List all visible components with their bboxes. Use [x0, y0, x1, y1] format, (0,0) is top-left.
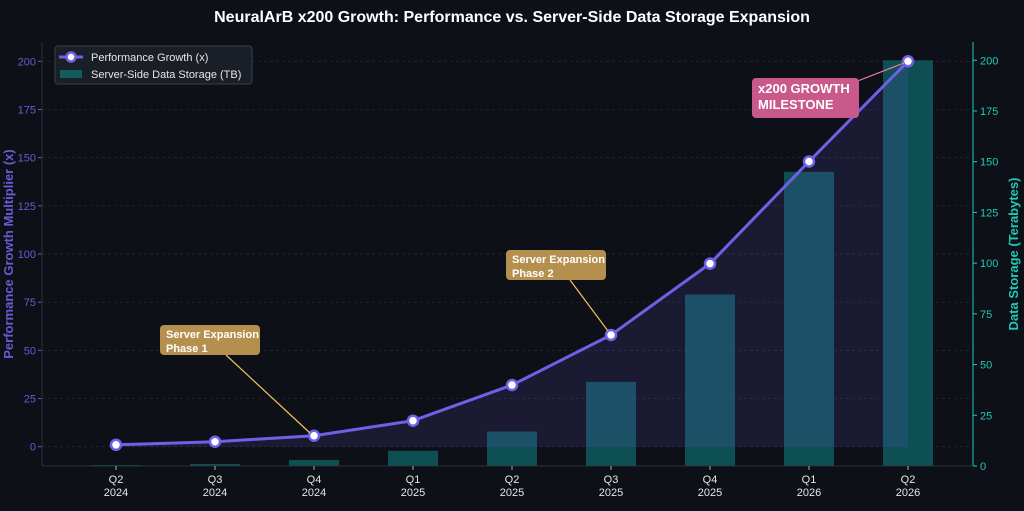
- tick-label-right: 0: [980, 461, 986, 473]
- tick-label-right: 75: [980, 309, 992, 321]
- data-point: [406, 414, 420, 427]
- tick-label-left: 175: [18, 104, 36, 116]
- annotation-box: [506, 250, 606, 280]
- data-point: [604, 328, 618, 342]
- tick-label-right: 100: [980, 258, 998, 270]
- tick-label-left: 25: [24, 394, 36, 406]
- tick-label-x: Q2: [901, 474, 916, 486]
- chart-title: NeuralArB x200 Growth: Performance vs. S…: [214, 9, 810, 26]
- bar: [289, 459, 339, 466]
- legend-marker: [65, 51, 77, 63]
- tick-label-left: 50: [24, 345, 36, 357]
- tick-label-x: 2025: [500, 487, 524, 499]
- annotation-text: x200 GROWTH: [758, 81, 850, 96]
- annotation-box: [160, 325, 260, 355]
- bar: [784, 171, 834, 466]
- tick-label-right: 175: [980, 106, 998, 118]
- bar: [388, 450, 438, 466]
- tick-label-left: 150: [18, 153, 36, 165]
- tick-label-x: 2024: [104, 487, 128, 499]
- data-point: [307, 429, 321, 442]
- tick-label-x: 2024: [302, 487, 326, 499]
- tick-label-x: Q1: [406, 474, 421, 486]
- tick-label-x: Q2: [109, 474, 124, 486]
- tick-label-x: Q4: [703, 474, 718, 486]
- annotation-text: Server Expansion: [512, 254, 605, 266]
- tick-label-left: 200: [18, 56, 36, 68]
- y-axis-right-label: Data Storage (Terabytes): [1006, 178, 1021, 331]
- tick-label-x: Q3: [208, 474, 223, 486]
- bar: [190, 463, 240, 466]
- annotation-text: MILESTONE: [758, 97, 834, 112]
- tick-label-x: 2025: [698, 487, 722, 499]
- legend: Performance Growth (x) Server-Side Data S…: [54, 45, 253, 85]
- tick-label-x: Q2: [505, 474, 520, 486]
- axes: 0 25 50 75 100 125 150 175 200 0 25 50 75 100 125 150 17…: [18, 42, 998, 499]
- tick-label-x: 2025: [599, 487, 623, 499]
- tick-label-right: 200: [980, 55, 998, 67]
- tick-label-x: Q1: [802, 474, 817, 486]
- tick-label-left: 75: [24, 297, 36, 309]
- data-point: [703, 257, 717, 270]
- tick-label-x: 2024: [203, 487, 227, 499]
- bar: [91, 464, 141, 466]
- annotation-box: [752, 78, 859, 118]
- y-axis-left-label: Performance Growth Multiplier (x): [1, 149, 16, 358]
- tick-label-left: 125: [18, 201, 36, 213]
- legend-bar-swatch: [60, 70, 82, 78]
- tick-label-right: 25: [980, 410, 992, 422]
- bar: [586, 381, 636, 466]
- tick-label-x: Q3: [604, 474, 619, 486]
- tick-label-right: 50: [980, 360, 992, 372]
- data-point: [208, 435, 222, 448]
- tick-label-x: 2026: [797, 487, 821, 499]
- annotation-arrow: [569, 279, 609, 332]
- bar: [487, 431, 537, 466]
- tick-label-left: 0: [30, 442, 36, 454]
- annotation-text: Phase 1: [166, 343, 208, 355]
- line-series: [109, 55, 915, 452]
- bar: [685, 294, 735, 466]
- legend-label: Server-Side Data Storage (TB): [91, 69, 241, 81]
- line-area: [116, 61, 908, 447]
- tick-label-right: 125: [980, 207, 998, 219]
- bars: [91, 60, 933, 467]
- tick-label-right: 150: [980, 157, 998, 169]
- data-point: [505, 378, 519, 392]
- tick-label-x: Q4: [307, 474, 322, 486]
- bar: [883, 60, 933, 467]
- annotation-text: Server Expansion: [166, 329, 259, 341]
- data-point: [901, 55, 915, 68]
- tick-label-left: 100: [18, 249, 36, 261]
- annotation-arrow: [854, 62, 905, 83]
- legend-box: [54, 45, 253, 85]
- annotation-arrow: [225, 354, 311, 434]
- data-point: [109, 438, 123, 452]
- annotations: Server Expansion Phase 1 Server Expansion P…: [160, 62, 905, 434]
- legend-label: Performance Growth (x): [91, 52, 208, 64]
- annotation-text: Phase 2: [512, 268, 554, 280]
- tick-label-x: 2025: [401, 487, 425, 499]
- tick-label-x: 2026: [896, 487, 920, 499]
- data-point: [802, 155, 816, 168]
